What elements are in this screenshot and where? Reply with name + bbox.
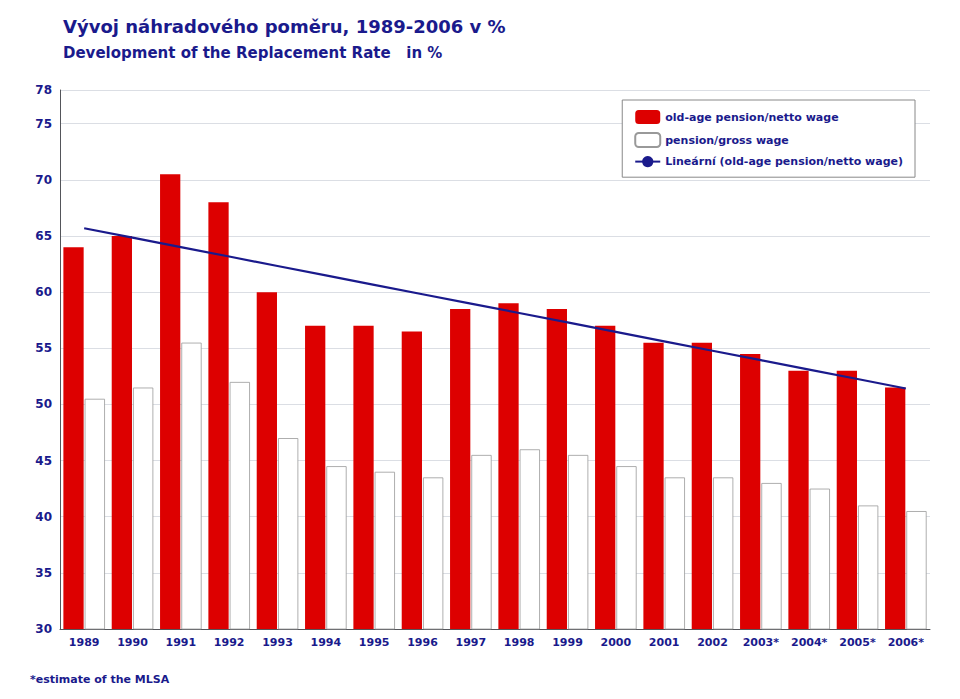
svg-text:1992: 1992: [214, 636, 245, 649]
svg-text:60: 60: [35, 285, 52, 299]
svg-text:2002: 2002: [697, 636, 728, 649]
svg-text:45: 45: [35, 454, 52, 468]
svg-text:*estimate of the MLSA: *estimate of the MLSA: [30, 673, 170, 686]
svg-text:pension/gross wage: pension/gross wage: [665, 134, 789, 147]
svg-text:50: 50: [35, 397, 52, 411]
svg-text:78: 78: [35, 83, 52, 97]
svg-text:75: 75: [35, 117, 52, 131]
svg-text:65: 65: [35, 229, 52, 243]
svg-text:2001: 2001: [649, 636, 680, 649]
svg-text:55: 55: [35, 341, 52, 355]
svg-text:1990: 1990: [117, 636, 148, 649]
svg-text:2005*: 2005*: [839, 636, 876, 649]
svg-text:1994: 1994: [311, 636, 342, 649]
svg-text:35: 35: [35, 566, 52, 580]
svg-text:1991: 1991: [166, 636, 197, 649]
svg-text:Lineární (old-age pension/nett: Lineární (old-age pension/netto wage): [665, 155, 903, 168]
svg-text:1997: 1997: [456, 636, 487, 649]
svg-text:1993: 1993: [262, 636, 293, 649]
svg-text:2000: 2000: [601, 636, 632, 649]
svg-text:Development of the Replacement: Development of the Replacement Rate in %: [63, 44, 442, 62]
svg-text:1998: 1998: [504, 636, 535, 649]
svg-text:2003*: 2003*: [743, 636, 780, 649]
svg-text:1996: 1996: [407, 636, 438, 649]
svg-text:Vývoj náhradového poměru, 1989: Vývoj náhradového poměru, 1989-2006 v %: [63, 16, 506, 37]
svg-text:1989: 1989: [69, 636, 100, 649]
svg-text:40: 40: [35, 510, 52, 524]
svg-text:1995: 1995: [359, 636, 390, 649]
svg-text:2004*: 2004*: [791, 636, 828, 649]
svg-text:1999: 1999: [552, 636, 583, 649]
svg-text:70: 70: [35, 173, 52, 187]
svg-text:old-age pension/netto wage: old-age pension/netto wage: [665, 111, 838, 124]
svg-text:2006*: 2006*: [888, 636, 925, 649]
svg-text:30: 30: [35, 622, 52, 636]
